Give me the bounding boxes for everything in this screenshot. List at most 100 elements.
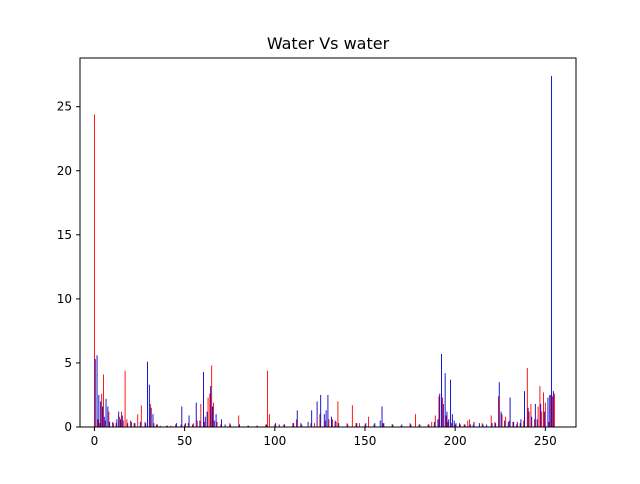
bars-layer bbox=[93, 75, 555, 428]
bar-s1-61 bbox=[331, 416, 332, 427]
bar-s1-10 bbox=[116, 419, 118, 427]
bar-s1-80 bbox=[442, 403, 444, 427]
bar-s0-76 bbox=[447, 421, 449, 428]
bar-s1-60 bbox=[327, 394, 329, 427]
bar-s0-97 bbox=[530, 403, 532, 427]
bar-s1-81 bbox=[444, 373, 446, 427]
bar-s0-81 bbox=[467, 420, 469, 427]
bar-s0-78 bbox=[454, 424, 456, 427]
bar-s1-17 bbox=[139, 421, 141, 428]
bar-s0-23 bbox=[175, 424, 177, 427]
bar-s0-22 bbox=[166, 425, 168, 427]
x-tick-label-5: 250 bbox=[534, 434, 557, 448]
bar-s1-76 bbox=[433, 421, 435, 428]
bar-s1-3 bbox=[100, 401, 102, 428]
bar-s1-87 bbox=[455, 423, 457, 427]
bar-s0-25 bbox=[184, 424, 186, 427]
bar-s0-21 bbox=[157, 424, 159, 427]
bar-s1-99 bbox=[504, 420, 506, 427]
bar-s1-85 bbox=[451, 414, 453, 427]
bar-s1-74 bbox=[419, 424, 421, 427]
bar-s0-0 bbox=[93, 114, 95, 427]
bar-s1-104 bbox=[520, 419, 522, 427]
bar-s0-24 bbox=[180, 424, 182, 427]
bar-s0-19 bbox=[149, 403, 151, 427]
bar-s1-55 bbox=[311, 410, 313, 427]
bar-s0-85 bbox=[490, 415, 492, 427]
bar-s1-25 bbox=[166, 425, 168, 427]
bar-s0-52 bbox=[324, 420, 326, 427]
bar-s0-46 bbox=[292, 423, 294, 427]
bar-s0-13 bbox=[126, 419, 128, 427]
bar-s0-18 bbox=[144, 421, 146, 428]
bar-s0-56 bbox=[337, 401, 339, 428]
bar-s1-11 bbox=[118, 411, 120, 428]
bar-s1-67 bbox=[374, 423, 376, 427]
bar-s1-94 bbox=[486, 424, 488, 427]
bar-s1-4 bbox=[102, 406, 103, 427]
bar-s1-46 bbox=[257, 425, 259, 427]
bar-s1-91 bbox=[473, 421, 475, 428]
x-tick-label-0: 0 bbox=[91, 434, 99, 448]
bar-s0-80 bbox=[463, 424, 465, 427]
bar-s1-64 bbox=[347, 424, 349, 427]
bar-s0-66 bbox=[400, 425, 402, 427]
bar-s0-49 bbox=[310, 423, 312, 427]
bar-s1-5 bbox=[103, 416, 105, 427]
bar-s0-75 bbox=[445, 415, 447, 427]
bar-s1-49 bbox=[278, 424, 280, 427]
bar-s0-79 bbox=[460, 424, 462, 427]
bar-s0-83 bbox=[472, 424, 474, 427]
bar-s1-89 bbox=[464, 424, 466, 427]
bar-s1-69 bbox=[381, 406, 383, 427]
bar-s1-52 bbox=[296, 410, 298, 427]
bar-s1-73 bbox=[410, 424, 412, 427]
bar-s0-71 bbox=[431, 421, 433, 428]
bar-s0-101 bbox=[541, 411, 543, 428]
bar-s1-13 bbox=[121, 415, 123, 427]
bar-s0-39 bbox=[247, 425, 249, 427]
bar-s1-30 bbox=[188, 415, 190, 427]
plot-frame bbox=[79, 57, 577, 428]
bar-s1-21 bbox=[150, 407, 152, 427]
bar-s0-42 bbox=[267, 370, 269, 428]
bar-s1-70 bbox=[383, 423, 385, 427]
bar-s0-67 bbox=[409, 423, 411, 427]
bar-s0-31 bbox=[207, 397, 209, 427]
bar-s0-17 bbox=[140, 405, 142, 427]
x-tick-label-2: 100 bbox=[263, 434, 286, 448]
bar-s0-102 bbox=[543, 392, 544, 427]
bar-s1-40 bbox=[215, 414, 217, 427]
bar-s0-86 bbox=[494, 421, 496, 428]
bar-s1-36 bbox=[206, 411, 208, 428]
bar-s1-113 bbox=[549, 394, 551, 427]
bar-s1-106 bbox=[527, 407, 529, 427]
bar-s1-107 bbox=[531, 416, 533, 427]
bar-s0-3 bbox=[101, 393, 103, 427]
bar-s0-74 bbox=[442, 397, 443, 427]
bar-s0-106 bbox=[552, 396, 553, 427]
bar-s1-77 bbox=[437, 419, 439, 427]
bar-s1-102 bbox=[513, 421, 515, 428]
bar-s1-90 bbox=[469, 424, 471, 427]
bar-s0-10 bbox=[121, 411, 122, 428]
bar-s1-45 bbox=[248, 425, 249, 427]
bar-s0-91 bbox=[512, 421, 514, 428]
bar-s0-47 bbox=[295, 419, 297, 427]
bar-s1-48 bbox=[275, 423, 277, 427]
bar-s0-63 bbox=[373, 424, 375, 427]
bar-s0-34 bbox=[213, 402, 214, 427]
bar-s1-29 bbox=[184, 423, 186, 427]
bar-s0-60 bbox=[359, 423, 361, 427]
bar-s1-75 bbox=[428, 424, 430, 427]
bar-s1-41 bbox=[221, 419, 222, 427]
bar-s1-6 bbox=[105, 398, 107, 427]
bar-s0-64 bbox=[382, 423, 384, 427]
bar-s1-105 bbox=[524, 391, 525, 428]
bar-s0-57 bbox=[346, 423, 348, 427]
bar-s0-73 bbox=[438, 396, 440, 427]
chart-title: Water Vs water bbox=[267, 34, 390, 53]
bar-s0-61 bbox=[364, 424, 366, 427]
bar-s1-88 bbox=[459, 423, 461, 427]
